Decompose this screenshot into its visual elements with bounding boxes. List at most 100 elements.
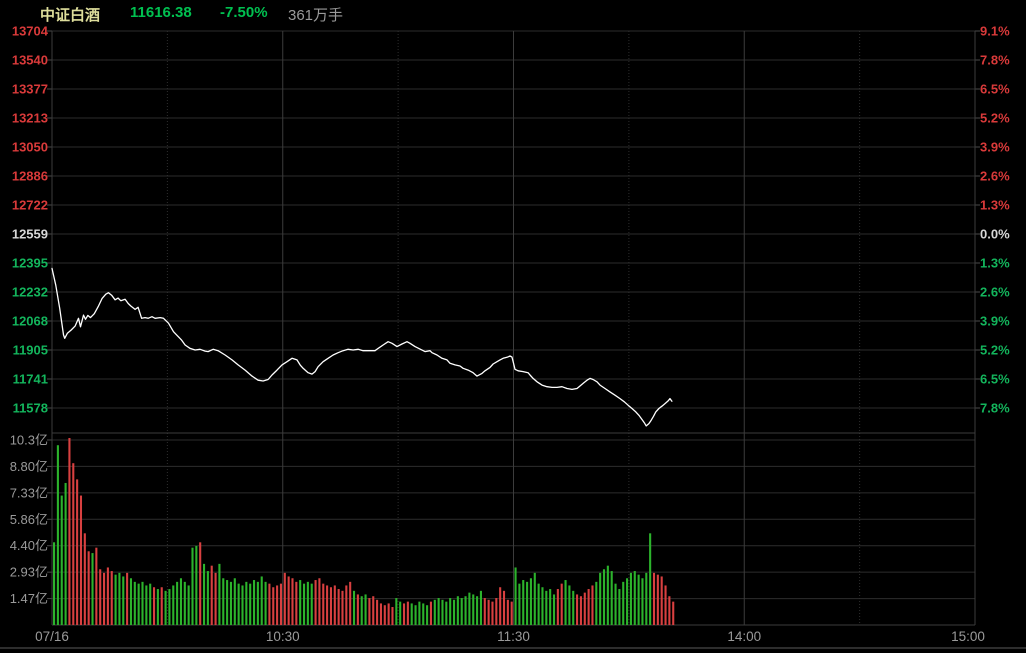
time-axis-label: 14:00 [727, 629, 761, 644]
volume-bar [145, 585, 148, 625]
volume-bar [379, 603, 382, 625]
volume-bar [156, 589, 159, 625]
volume-axis-label: 1.47亿 [10, 591, 48, 606]
volume-bar [391, 607, 394, 625]
percent-axis-label: 2.6% [980, 285, 1010, 300]
volume-bar [326, 585, 329, 625]
volume-bar [368, 598, 371, 625]
volume-bar [222, 578, 225, 625]
volume-bar [426, 605, 429, 625]
volume-bar [291, 578, 294, 625]
volume-bar [195, 545, 198, 625]
volume-bar [256, 581, 259, 625]
percent-axis-label: 3.9% [980, 140, 1010, 155]
time-axis-label: 15:00 [951, 629, 985, 644]
volume-axis-label: 5.86亿 [10, 512, 48, 527]
volume-bar [441, 599, 444, 625]
volume-bar [168, 589, 171, 625]
percent-axis-label: 0.0% [980, 227, 1010, 242]
volume-bar [537, 583, 540, 625]
volume-bar [60, 495, 63, 625]
percent-axis-label: 7.8% [980, 53, 1010, 68]
volume-bar [602, 569, 606, 625]
volume-bar [118, 572, 121, 625]
percent-axis-label: 6.5% [980, 82, 1010, 97]
volume-bar [479, 590, 482, 625]
volume-bar [560, 583, 563, 625]
volume-bar [76, 479, 79, 625]
volume-bar [406, 601, 409, 625]
volume-bar [533, 572, 536, 625]
change-percent: -7.50% [220, 4, 268, 21]
volume-bar [349, 581, 352, 625]
volume-bar [629, 572, 632, 625]
volume-bar [318, 578, 321, 625]
volume-bar [199, 542, 202, 625]
percent-axis-label: 5.2% [980, 111, 1010, 126]
volume-bar [464, 596, 467, 625]
volume-bar [672, 601, 675, 625]
volume-bar [414, 605, 417, 625]
volume-bar [106, 567, 109, 625]
volume-bar [387, 603, 390, 625]
volume-bar [606, 565, 609, 625]
volume-bar [610, 571, 613, 625]
volume-bar [214, 572, 217, 625]
volume-bar [176, 581, 179, 625]
price-axis-label: 12232 [12, 285, 48, 300]
volume-bar [345, 585, 348, 625]
volume-bar [583, 592, 586, 625]
volume-bar [276, 585, 279, 625]
volume-bar [668, 596, 671, 625]
volume-bar [472, 594, 475, 625]
volume-axis-label: 4.40亿 [10, 538, 48, 553]
percent-axis-label: 9.1% [980, 24, 1010, 39]
volume-bar [356, 594, 359, 625]
volume-bar [279, 583, 282, 625]
volume-bar [429, 601, 432, 625]
volume-bar [306, 581, 309, 625]
volume-bar [68, 438, 71, 625]
volume-bar [56, 445, 59, 625]
volume-bar [229, 581, 233, 625]
volume-bar [622, 581, 625, 625]
volume-bar [633, 571, 636, 625]
volume-bar [372, 596, 375, 625]
volume-bar [645, 572, 648, 625]
volume-bar [202, 563, 206, 625]
volume-bar [526, 581, 529, 625]
volume-bar [402, 603, 406, 625]
volume-bar [141, 581, 144, 625]
percent-axis-label: 2.6% [980, 169, 1010, 184]
volume-bar [126, 572, 129, 625]
volume-bar [133, 581, 136, 625]
volume-bar [149, 583, 152, 625]
price-axis-label: 11905 [13, 343, 48, 358]
volume-bar [260, 576, 263, 625]
volume-bar [79, 495, 83, 625]
percent-axis-label: 1.3% [980, 198, 1010, 213]
volume-bar [352, 590, 356, 625]
volume-bar [518, 583, 521, 625]
volume-bar [329, 587, 332, 625]
volume-bar [91, 553, 94, 625]
volume-bar [456, 596, 459, 625]
volume-bar [576, 594, 579, 625]
volume-bar [652, 572, 656, 625]
volume-bar [364, 594, 367, 625]
volume-bar [183, 581, 186, 625]
volume-bar [422, 603, 425, 625]
volume-axis-label: 7.33亿 [10, 485, 48, 500]
volume-bar [445, 601, 448, 625]
volume-bar [160, 587, 163, 625]
last-price: 11616.38 [130, 4, 192, 21]
price-axis-label: 12722 [12, 198, 48, 213]
volume-bar [452, 599, 456, 625]
volume-bar [514, 567, 517, 625]
price-axis-label: 13704 [12, 24, 49, 39]
volume-bar [172, 585, 175, 625]
volume-bar [483, 598, 486, 625]
volume-bar [529, 578, 532, 625]
volume-bar [664, 585, 667, 625]
